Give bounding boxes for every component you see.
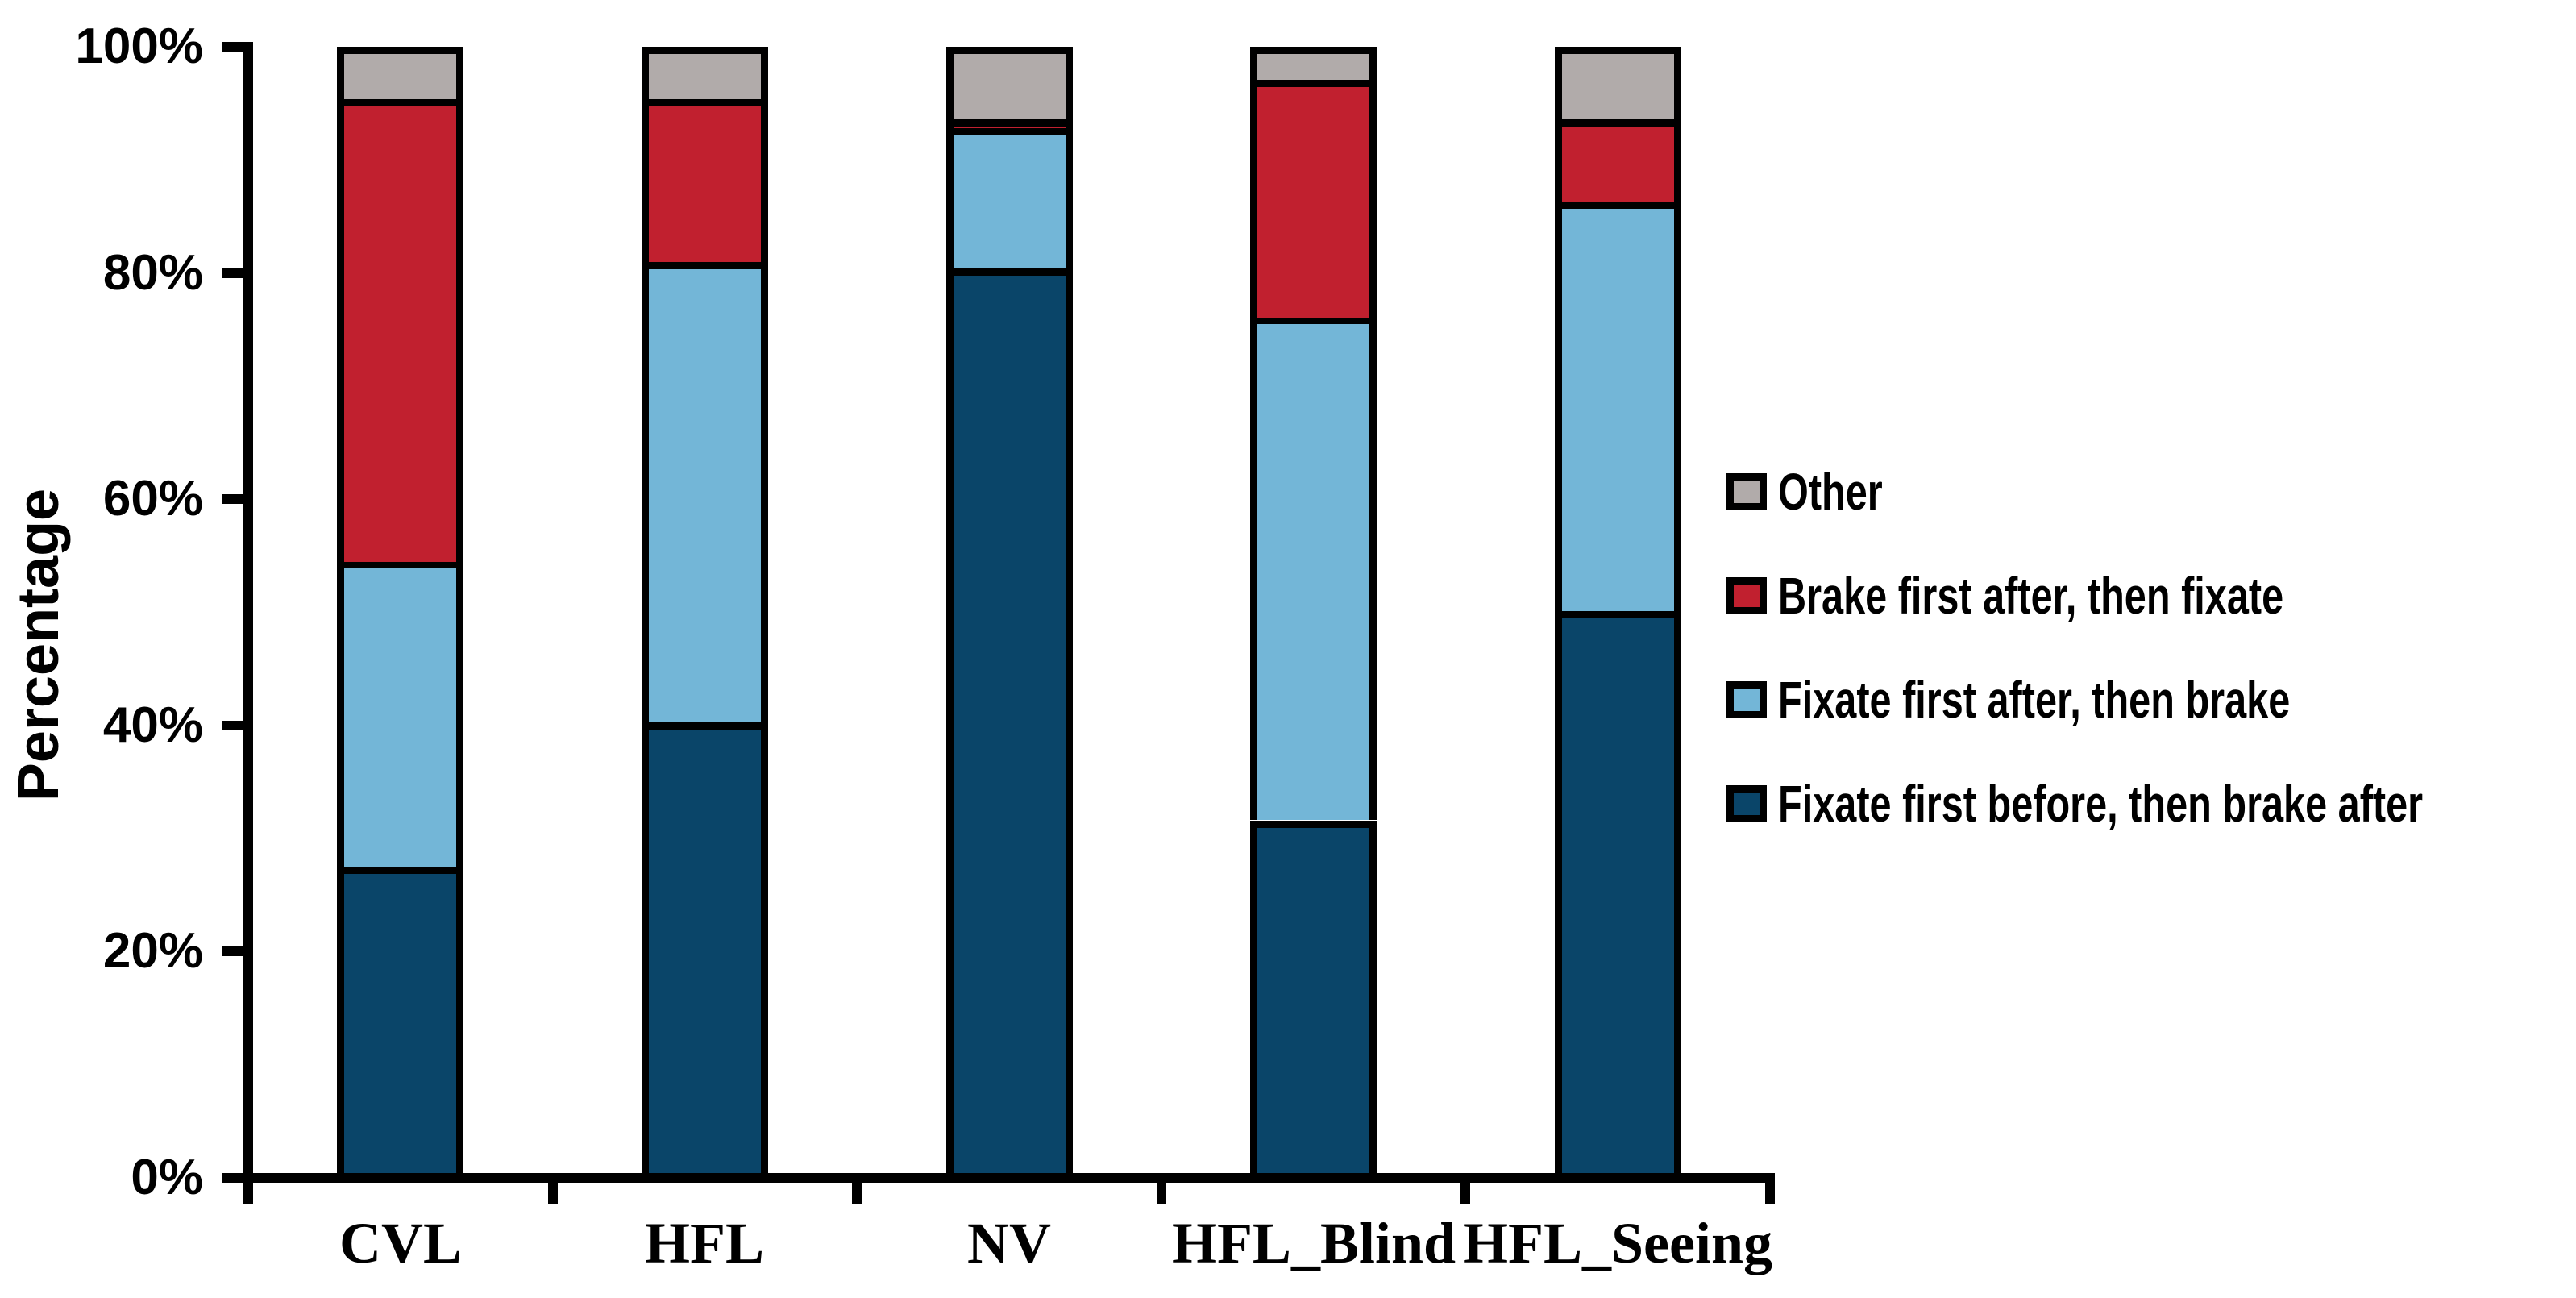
bar-segment <box>1250 821 1377 1178</box>
x-category-label: HFL <box>644 1211 765 1275</box>
bar-segment <box>642 722 768 1178</box>
x-tick <box>1460 1183 1470 1204</box>
x-tick <box>243 1183 253 1204</box>
y-tick <box>222 946 243 956</box>
y-axis-title: Percentage <box>6 488 71 802</box>
bar-segment <box>1555 47 1681 119</box>
bar-segment <box>337 867 463 1178</box>
y-tick <box>222 494 243 504</box>
bar-segment <box>337 47 463 99</box>
legend-label: Brake first after, then fixate <box>1778 567 2284 625</box>
legend-swatch <box>1726 785 1767 822</box>
y-tick-label: 60% <box>102 471 203 526</box>
legend-item: Other <box>1726 465 1916 518</box>
x-tick <box>1765 1183 1775 1204</box>
bar-segment <box>1555 611 1681 1178</box>
bar-segment <box>642 99 768 262</box>
bar-segment <box>1555 119 1681 202</box>
y-tick-label: 0% <box>131 1150 203 1205</box>
y-tick-label: 100% <box>75 19 203 74</box>
bar-segment <box>946 268 1073 1178</box>
x-category-label: HFL_Seeing <box>1462 1211 1773 1275</box>
y-tick-label: 80% <box>102 245 203 301</box>
bar-segment <box>337 561 463 867</box>
x-tick <box>1157 1183 1166 1204</box>
legend-label: Fixate first before, then brake after <box>1778 775 2424 833</box>
bar-segment <box>1555 202 1681 611</box>
y-tick <box>222 721 243 730</box>
legend-label: Fixate first after, then brake <box>1778 671 2291 729</box>
y-tick <box>222 1173 243 1183</box>
bar-segment <box>1250 80 1377 318</box>
x-tick <box>852 1183 862 1204</box>
legend-label: Other <box>1778 463 1883 521</box>
bar-segment <box>946 128 1073 268</box>
x-tick <box>548 1183 558 1204</box>
y-tick-label: 40% <box>102 697 203 753</box>
legend-swatch <box>1726 473 1767 510</box>
bar-segment <box>1250 47 1377 80</box>
bar-segment <box>1250 317 1377 820</box>
y-tick <box>222 268 243 278</box>
bar-segment <box>642 47 768 99</box>
y-tick-label: 20% <box>102 923 203 979</box>
legend-swatch <box>1726 681 1767 718</box>
legend-swatch <box>1726 577 1767 614</box>
legend-item: Fixate first after, then brake <box>1726 673 2452 726</box>
legend-item: Fixate first before, then brake after <box>1726 777 2576 830</box>
x-category-label: CVL <box>339 1211 463 1275</box>
legend-item: Brake first after, then fixate <box>1726 569 2443 622</box>
x-category-label: NV <box>967 1211 1051 1275</box>
x-category-label: HFL_Blind <box>1171 1211 1456 1275</box>
y-tick <box>222 42 243 52</box>
bar-segment <box>946 47 1073 119</box>
x-axis-line <box>243 1173 1775 1183</box>
bar-segment <box>337 99 463 562</box>
bar-segment <box>642 262 768 722</box>
y-axis-line <box>243 42 253 1183</box>
bar-segment <box>946 119 1073 128</box>
